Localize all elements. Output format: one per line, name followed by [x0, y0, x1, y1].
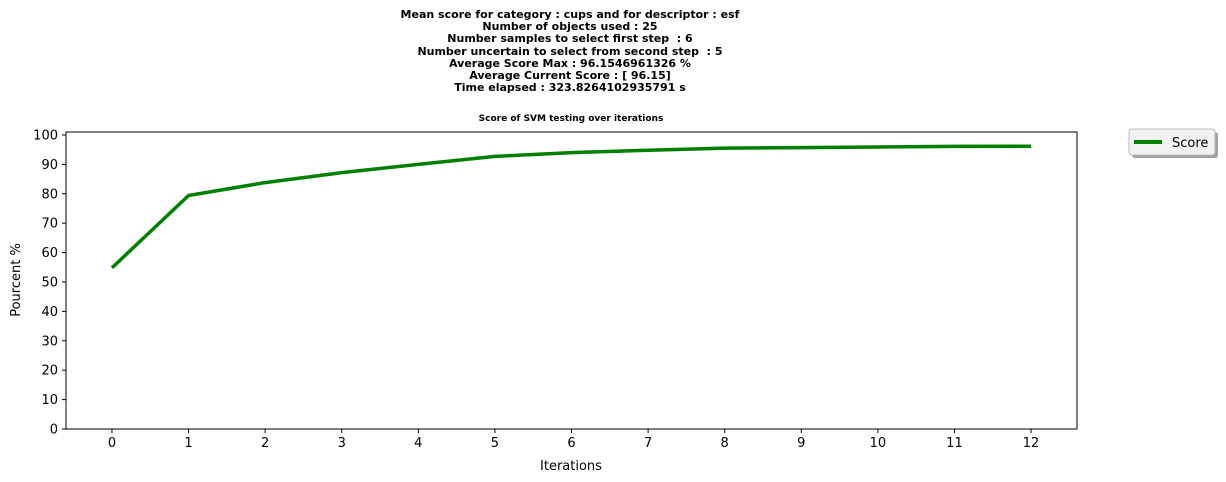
x-tick-label: 9	[797, 436, 805, 451]
x-axis: 0 1 2 3 4 5 6 7 8 9 10 11 12	[108, 429, 1040, 451]
x-tick-label: 1	[184, 436, 192, 451]
suptitle-line: Time elapsed : 323.8264102935791 s	[454, 81, 686, 95]
y-axis: 0 10 20 30 40 50 60 70 80 90 100	[33, 128, 66, 438]
suptitle-line: Number uncertain to select from second s…	[417, 44, 723, 58]
chart-title: Score of SVM testing over iterations	[479, 114, 664, 124]
y-tick-label: 100	[33, 128, 58, 143]
x-tick-label: 12	[1023, 436, 1040, 451]
x-tick-label: 10	[870, 436, 887, 451]
x-tick-label: 6	[567, 436, 575, 451]
series-line-score	[110, 144, 1032, 270]
legend-box	[1128, 128, 1216, 156]
y-tick-label: 80	[41, 187, 58, 202]
figure-suptitle: Mean score for category : cups and for d…	[0, 8, 1140, 95]
x-tick-label: 7	[644, 436, 652, 451]
suptitle-line: Number samples to select first step : 6	[447, 32, 693, 46]
x-axis-label: Iterations	[540, 459, 602, 474]
y-tick-label: 50	[41, 275, 58, 290]
y-tick-label: 30	[41, 334, 58, 349]
y-axis-label: Pourcent %	[9, 243, 24, 317]
x-tick-label: 8	[721, 436, 729, 451]
y-tick-label: 20	[41, 364, 58, 379]
suptitle-line: Mean score for category : cups and for d…	[400, 8, 740, 21]
x-tick-label: 5	[491, 436, 499, 451]
y-tick-label: 40	[41, 305, 58, 320]
x-tick-label: 0	[108, 436, 116, 451]
suptitle-line: Average Current Score : [ 96.15]	[469, 69, 671, 83]
legend-label-score: Score	[1172, 136, 1208, 151]
y-tick-label: 0	[50, 423, 58, 438]
suptitle-line: Number of objects used : 25	[482, 20, 658, 34]
x-tick-label: 3	[338, 436, 346, 451]
y-tick-label: 10	[41, 393, 58, 408]
x-tick-label: 2	[261, 436, 269, 451]
x-tick-label: 4	[414, 436, 422, 451]
plot-area-frame	[65, 131, 1078, 430]
x-tick-label: 11	[946, 436, 963, 451]
suptitle-line: Average Score Max : 96.1546961326 %	[449, 56, 691, 70]
y-tick-label: 90	[41, 158, 58, 173]
y-tick-label: 70	[41, 217, 58, 232]
y-tick-label: 60	[41, 246, 58, 261]
legend: Score	[1128, 128, 1218, 158]
